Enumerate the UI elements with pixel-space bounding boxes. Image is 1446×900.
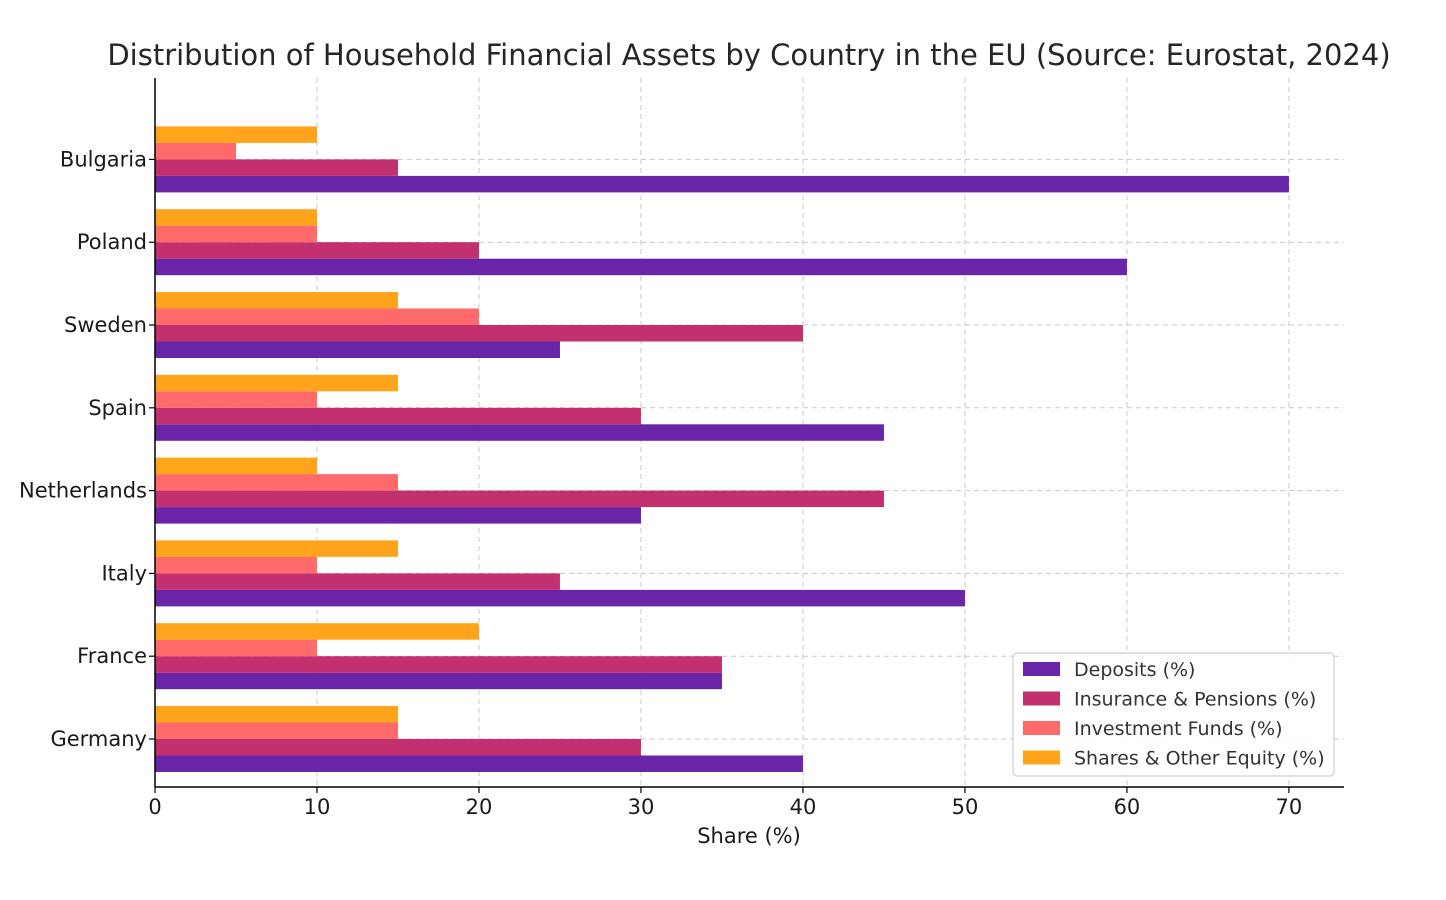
bar (155, 457, 317, 475)
bar (155, 292, 398, 309)
x-tick-label: 70 (1276, 795, 1303, 819)
legend: Deposits (%) Insurance & Pensions (%) Inve… (1012, 652, 1335, 777)
x-tick-label: 10 (304, 795, 331, 819)
y-tick-label: Sweden (64, 313, 147, 337)
y-tick-label: Germany (50, 727, 147, 751)
bar (155, 623, 479, 640)
bar (155, 424, 884, 441)
x-tick-label: 20 (466, 795, 493, 819)
bar (155, 242, 479, 259)
chart-title: Distribution of Household Financial Asse… (107, 38, 1390, 72)
bar (155, 490, 884, 508)
bar (155, 556, 317, 574)
y-tick-label: Italy (101, 561, 147, 585)
bar (155, 209, 317, 226)
bar (155, 672, 722, 690)
bar (155, 225, 317, 243)
bar (155, 142, 236, 160)
bar (155, 374, 398, 392)
legend-swatch (1023, 721, 1060, 735)
x-tick-label: 30 (628, 795, 655, 819)
bar (155, 325, 803, 342)
bar (155, 739, 641, 756)
x-tick-label: 50 (952, 795, 979, 819)
bar (155, 391, 317, 408)
legend-label: Insurance & Pensions (%) (1074, 689, 1316, 711)
y-tick-label: Poland (77, 230, 147, 254)
x-tick-label: 40 (790, 795, 817, 819)
legend-swatch (1023, 750, 1060, 765)
bar (155, 573, 560, 590)
tick-labels: 0 10 20 30 40 50 60 70 Germany France Italy Netherl… (19, 147, 1302, 819)
bar (155, 722, 398, 739)
legend-label: Deposits (%) (1074, 659, 1195, 681)
legend-label: Shares & Other Equity (%) (1074, 748, 1325, 770)
x-tick-label: 60 (1114, 795, 1141, 819)
bar (155, 126, 317, 143)
bar (155, 258, 1127, 276)
bar (155, 474, 398, 491)
legend-label: Investment Funds (%) (1074, 718, 1283, 740)
bar (155, 589, 965, 607)
axes (149, 78, 1344, 793)
bar (155, 755, 803, 772)
bar (155, 540, 398, 557)
bar (155, 656, 722, 673)
x-tick-label: 0 (148, 795, 161, 819)
legend-swatch (1023, 691, 1060, 706)
bar (155, 159, 398, 176)
bar (155, 407, 641, 425)
bar (155, 507, 641, 524)
bars (155, 126, 1289, 772)
legend-box (1012, 652, 1335, 777)
legend-swatch (1023, 662, 1060, 676)
bar (155, 175, 1289, 193)
y-tick-label: Netherlands (19, 479, 147, 503)
y-tick-label: Bulgaria (60, 147, 147, 171)
bar (155, 639, 317, 657)
x-axis-label: Share (%) (697, 824, 801, 848)
bar (155, 341, 560, 358)
y-tick-label: France (77, 644, 147, 668)
bar (155, 308, 479, 325)
y-tick-label: Spain (88, 396, 147, 420)
bar (155, 706, 398, 723)
